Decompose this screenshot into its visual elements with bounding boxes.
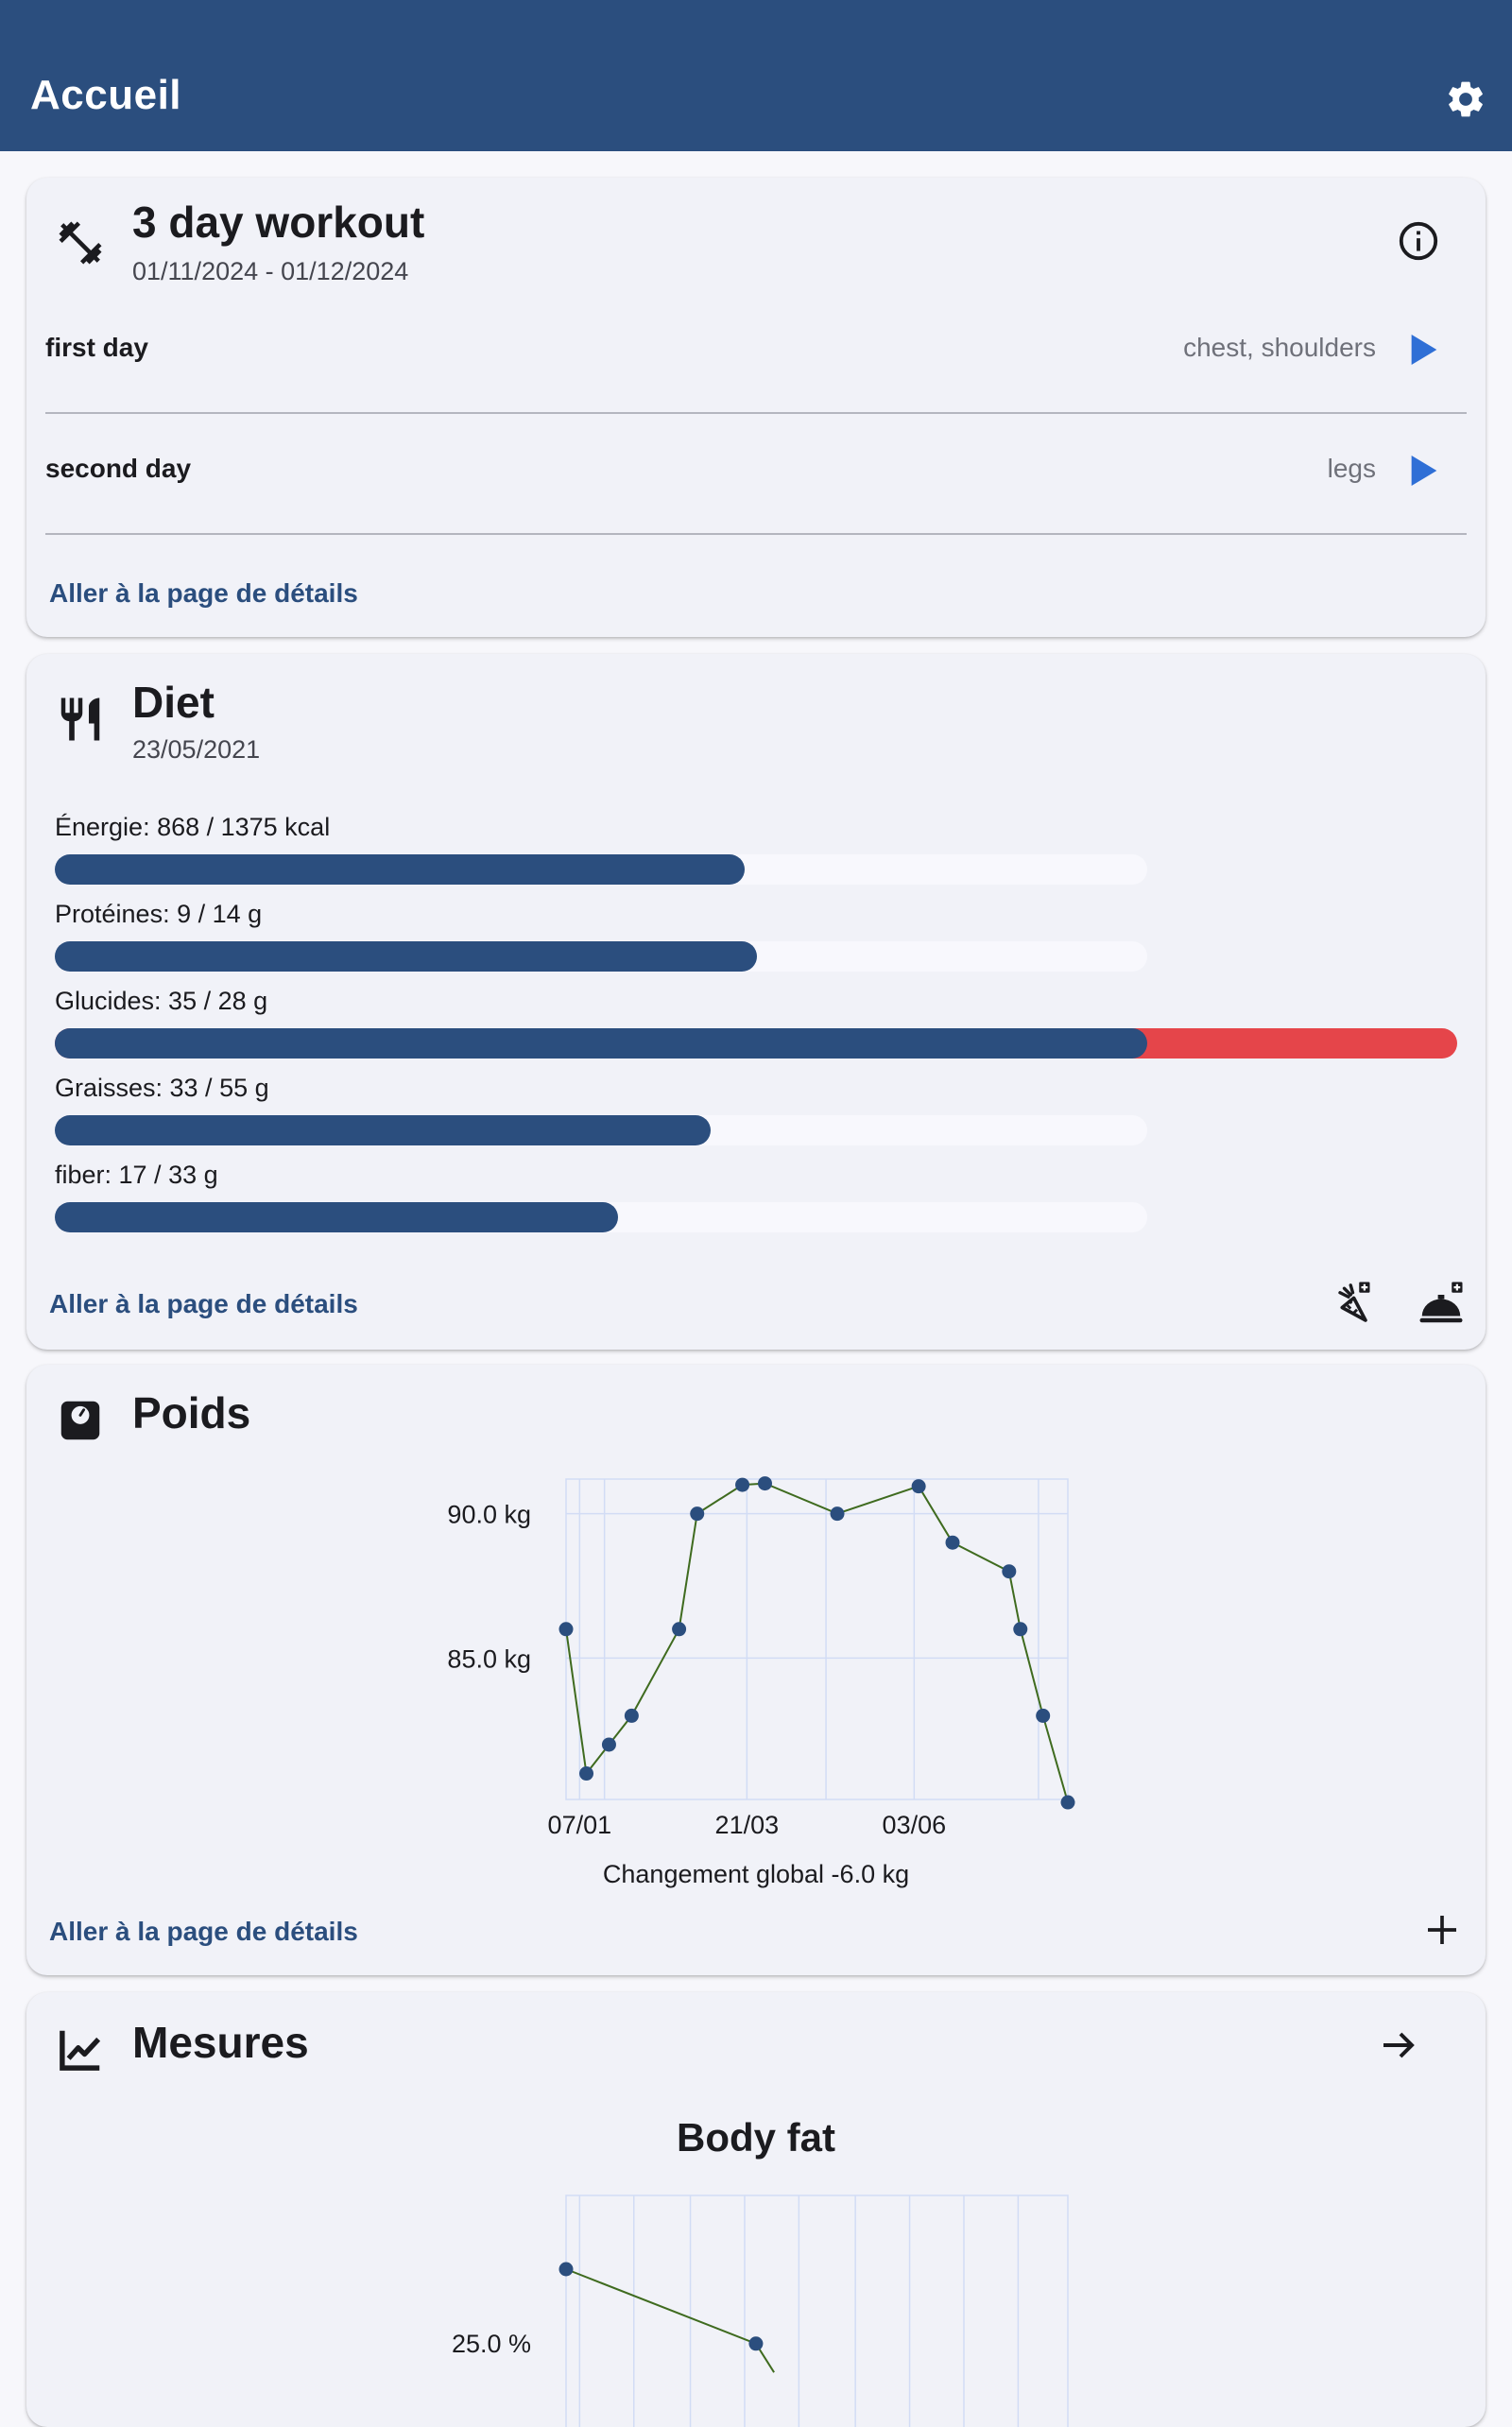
page-title: Accueil: [30, 72, 182, 118]
chart-frame: [565, 2195, 1069, 2427]
workout-day-name: second day: [45, 454, 192, 483]
gear-icon[interactable]: [1444, 77, 1487, 121]
workout-day-muscles: legs: [1327, 454, 1376, 483]
nutrient-progress-bar: [55, 1202, 618, 1232]
play-icon[interactable]: [1410, 456, 1438, 486]
nutrient-row: Glucides: 35 / 28 g: [55, 987, 1472, 1072]
weight-card: Poids 90.0 kg 85.0 kg 07/01 21/03 03/06 Chang…: [26, 1365, 1486, 1975]
weight-data-point: [830, 1506, 845, 1522]
x-tick-label: 07/01: [548, 1811, 612, 1839]
info-icon[interactable]: [1397, 219, 1440, 263]
weight-chart: 90.0 kg 85.0 kg 07/01 21/03 03/06 Changement …: [447, 1476, 1075, 1888]
weight-data-point: [945, 1535, 960, 1550]
add-ingredient-icon[interactable]: [1323, 1278, 1374, 1329]
weight-data-point: [1036, 1708, 1051, 1723]
divider: [45, 533, 1467, 535]
weight-data-point: [601, 1737, 616, 1752]
dumbbell-icon: [59, 221, 102, 265]
workout-day-row[interactable]: first day chest, shoulders: [45, 293, 1467, 414]
weight-data-point: [624, 1708, 639, 1723]
weight-data-point: [672, 1622, 687, 1637]
chart-line-icon: [60, 2030, 101, 2071]
weight-details-link[interactable]: Aller à la page de détails: [49, 1917, 358, 1946]
weight-series-line: [565, 1482, 1069, 1803]
weight-data-point: [911, 1479, 926, 1494]
nutrient-label: Graisses: 33 / 55 g: [55, 1074, 269, 1102]
weight-data-point: [1060, 1795, 1075, 1810]
nutrient-label: Glucides: 35 / 28 g: [55, 987, 268, 1015]
scale-icon: [60, 1401, 100, 1440]
weight-data-point: [558, 1622, 574, 1637]
body-fat-data-point: [748, 2336, 764, 2351]
chart-frame: [565, 1478, 1069, 1800]
workout-card: 3 day workout 01/11/2024 - 01/12/2024 fi…: [26, 178, 1486, 637]
fork-knife-icon: [60, 697, 100, 741]
weight-change-caption: Changement global -6.0 kg: [603, 1860, 909, 1888]
workout-dates: 01/11/2024 - 01/12/2024: [132, 257, 409, 285]
nutrient-row: fiber: 17 / 33 g: [55, 1161, 1472, 1246]
nutrient-row: Graisses: 33 / 55 g: [55, 1074, 1472, 1159]
nutrient-progress-bar: [55, 941, 757, 972]
body-fat-title: Body fat: [677, 2115, 835, 2160]
weight-data-point: [690, 1506, 705, 1522]
add-meal-icon[interactable]: [1416, 1278, 1467, 1329]
measures-card: Mesures Body fat 25.0 %: [26, 1992, 1486, 2427]
nutrient-label: fiber: 17 / 33 g: [55, 1161, 218, 1189]
app-bar: Accueil: [0, 0, 1512, 151]
diet-details-link[interactable]: Aller à la page de détails: [49, 1289, 358, 1318]
weight-data-point: [1013, 1622, 1028, 1637]
nutrient-progress-bar: [55, 1028, 1147, 1059]
body-fat-series-line: [565, 2268, 775, 2373]
measures-title: Mesures: [132, 2018, 309, 2067]
workout-day-name: first day: [45, 333, 148, 362]
body-fat-data-point: [558, 2262, 574, 2277]
y-tick-label: 85.0 kg: [447, 1644, 531, 1673]
diet-date: 23/05/2021: [132, 735, 261, 764]
nutrient-progress-bar: [55, 1115, 711, 1145]
body-fat-chart: 25.0 %: [452, 2195, 1069, 2427]
nutrient-row: Protéines: 9 / 14 g: [55, 900, 1472, 985]
diet-card: Diet 23/05/2021 Énergie: 868 / 1375 kcal…: [26, 654, 1486, 1350]
weight-data-point: [579, 1766, 594, 1782]
diet-title: Diet: [132, 678, 215, 727]
x-tick-label: 21/03: [715, 1811, 780, 1839]
nutrient-label: Protéines: 9 / 14 g: [55, 900, 263, 928]
plus-icon[interactable]: [1423, 1911, 1461, 1949]
x-tick-label: 03/06: [883, 1811, 947, 1839]
workout-day-muscles: chest, shoulders: [1183, 333, 1376, 362]
nutrient-row: Énergie: 868 / 1375 kcal: [55, 813, 1472, 898]
weight-data-point: [1002, 1564, 1017, 1579]
y-tick-label: 25.0 %: [452, 2330, 531, 2358]
weight-data-point: [757, 1476, 772, 1491]
y-tick-label: 90.0 kg: [447, 1501, 531, 1529]
nutrient-label: Énergie: 868 / 1375 kcal: [55, 813, 331, 841]
nutrient-progress-bar: [55, 854, 745, 885]
workout-details-link[interactable]: Aller à la page de détails: [49, 578, 358, 608]
play-icon[interactable]: [1410, 335, 1438, 365]
workout-title: 3 day workout: [132, 198, 425, 247]
workout-day-row[interactable]: second day legs: [45, 414, 1467, 535]
divider: [45, 412, 1467, 414]
weight-data-point: [735, 1477, 750, 1492]
arrow-right-icon[interactable]: [1376, 2022, 1421, 2068]
weight-title: Poids: [132, 1388, 251, 1437]
